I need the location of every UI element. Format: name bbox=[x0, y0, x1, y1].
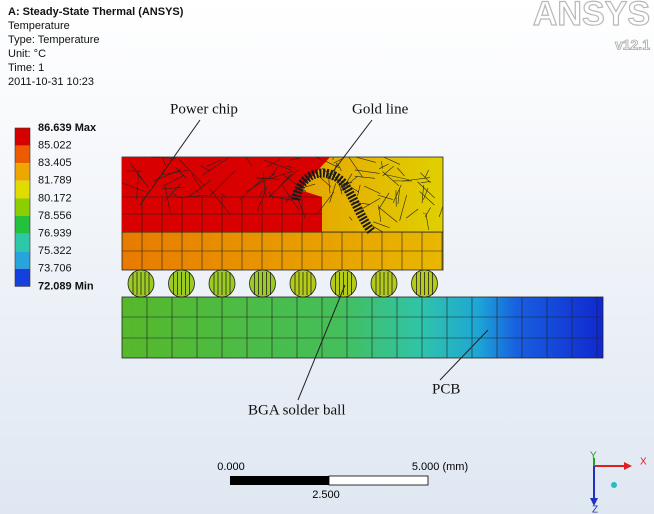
legend-swatch bbox=[15, 198, 30, 216]
legend-label: 75.322 bbox=[38, 245, 72, 257]
legend-label: 72.089 Min bbox=[38, 280, 94, 292]
legend-swatch bbox=[15, 234, 30, 252]
legend-swatch bbox=[15, 251, 30, 269]
legend-label: 85.022 bbox=[38, 140, 72, 152]
header-line: 2011-10-31 10:23 bbox=[8, 76, 94, 88]
legend-swatch bbox=[15, 181, 30, 199]
version: v12.1 bbox=[615, 37, 650, 53]
legend-label: 83.405 bbox=[38, 157, 72, 169]
legend-label: 73.706 bbox=[38, 263, 72, 275]
logo: ANSYS bbox=[533, 0, 650, 33]
annotation: Power chip bbox=[170, 101, 238, 117]
legend-swatch bbox=[15, 146, 30, 164]
legend-swatch bbox=[15, 163, 30, 181]
scale-bar bbox=[329, 476, 428, 485]
legend-label: 76.939 bbox=[38, 228, 72, 240]
header-line: Temperature bbox=[8, 20, 70, 32]
legend-label: 81.789 bbox=[38, 175, 72, 187]
header-line: Unit: °C bbox=[8, 48, 46, 60]
annotation: Gold line bbox=[352, 101, 409, 117]
scale-bar bbox=[230, 476, 329, 485]
legend-swatch bbox=[15, 269, 30, 287]
power-chip bbox=[122, 157, 330, 232]
legend-label: 80.172 bbox=[38, 192, 72, 204]
analysis-title: A: Steady-State Thermal (ANSYS) bbox=[8, 6, 184, 18]
axis-label: Y bbox=[590, 451, 597, 462]
annotation: BGA solder ball bbox=[248, 402, 346, 418]
scale-label: 0.000 bbox=[217, 461, 245, 473]
pcb bbox=[122, 297, 603, 358]
header-line: Type: Temperature bbox=[8, 34, 100, 46]
header-line: Time: 1 bbox=[8, 62, 44, 74]
viewport: A: Steady-State Thermal (ANSYS) Temperat… bbox=[0, 0, 654, 514]
legend-swatch bbox=[15, 216, 30, 234]
legend-label: 86.639 Max bbox=[38, 122, 97, 134]
legend-swatch bbox=[15, 128, 30, 146]
axis-label: Z bbox=[592, 505, 598, 514]
legend-label: 78.556 bbox=[38, 210, 72, 222]
scale-label: 5.000 (mm) bbox=[412, 461, 468, 473]
scale-label: 2.500 bbox=[312, 489, 340, 501]
annotation: PCB bbox=[432, 381, 460, 397]
triad-dot bbox=[611, 482, 617, 488]
axis-label: X bbox=[640, 457, 647, 468]
